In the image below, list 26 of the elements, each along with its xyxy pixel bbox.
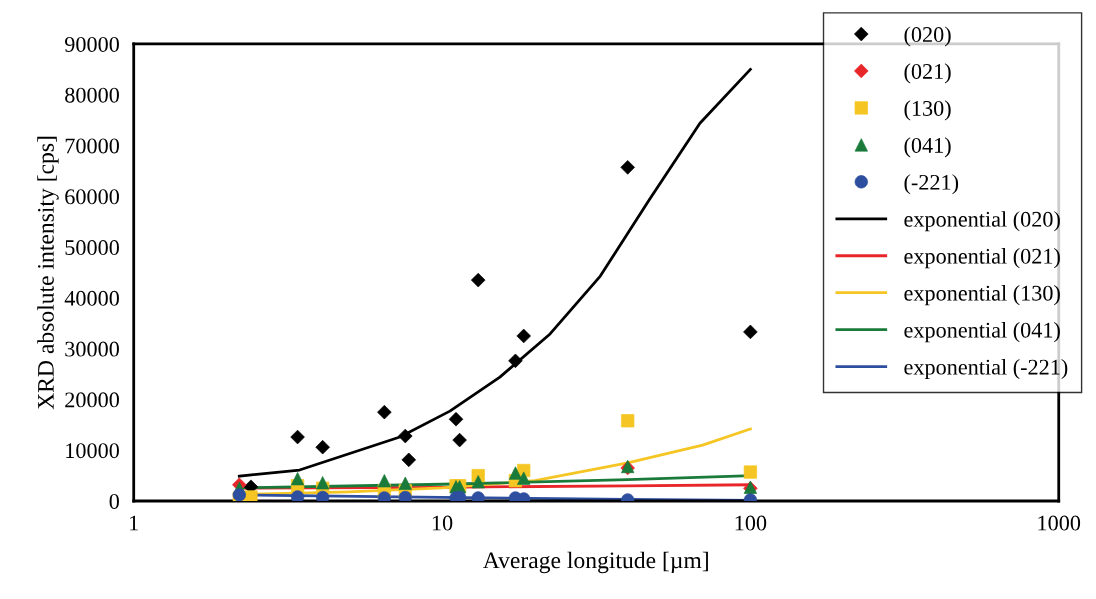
x-tick-label: 1 (130, 515, 138, 531)
legend-label: (020) (904, 26, 951, 47)
y-tick-label: 60000 (65, 189, 119, 205)
legend-label: exponential (130) (904, 285, 1060, 306)
y-tick-label: 30000 (65, 341, 119, 357)
legend-label: exponential (041) (904, 322, 1060, 343)
x-tick-label: 10 (432, 515, 453, 531)
y-tick-label: 10000 (66, 443, 119, 459)
y-tick-label: 20000 (65, 392, 119, 408)
legend-label: (021) (904, 63, 951, 84)
y-tick-label: 70000 (65, 138, 119, 154)
x-tick-label: 1000 (1038, 515, 1081, 531)
y-tick-label: 40000 (64, 290, 119, 306)
y-axis-title: XRD absolute intensity [cps] (37, 136, 59, 410)
x-tick-label: 100 (735, 515, 767, 531)
y-tick-label: 50000 (65, 240, 119, 256)
legend-label: exponential (021) (904, 248, 1060, 269)
legend-label: (041) (904, 137, 951, 158)
x-axis-title: Average longitude [µm] (483, 551, 708, 574)
y-tick-label: 80000 (65, 87, 119, 103)
legend-label: (130) (904, 100, 951, 121)
y-tick-label: 90000 (64, 36, 119, 52)
legend-label: (-221) (904, 174, 959, 195)
legend-label: exponential (-221) (904, 358, 1068, 380)
y-tick-label: 0 (109, 493, 119, 509)
legend-label: exponential (020) (904, 211, 1060, 232)
